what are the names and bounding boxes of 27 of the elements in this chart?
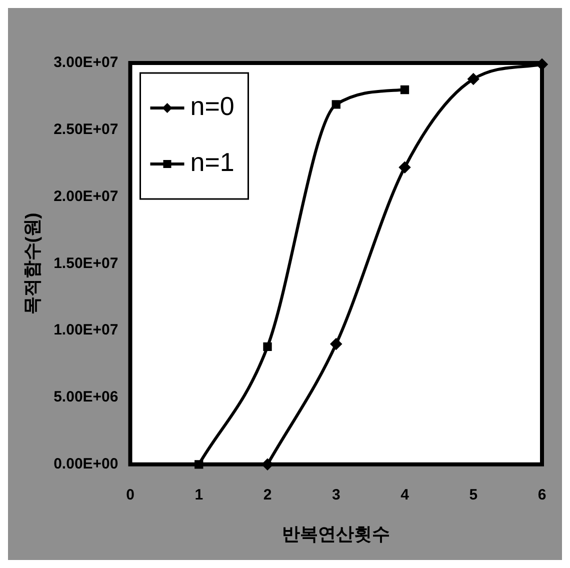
point: [400, 85, 410, 94]
legend-label: n=0: [190, 91, 234, 122]
y-axis-title: 목적함수(원): [22, 212, 42, 315]
y-tick-label: 0.00E+00: [54, 456, 118, 473]
x-tick-label: 2: [263, 486, 272, 504]
x-tick-label: 0: [126, 486, 134, 504]
x-tick-label: 5: [469, 486, 478, 504]
y-tick-label: 2.50E+07: [54, 121, 118, 138]
point: [262, 458, 273, 470]
point: [399, 162, 410, 173]
point: [330, 338, 342, 350]
point: [468, 74, 479, 85]
y-tick-label: 3.00E+07: [54, 54, 118, 72]
point: [332, 100, 340, 109]
y-tick-label: 2.00E+07: [54, 188, 118, 205]
y-tick-label: 5.00E+06: [54, 388, 118, 406]
y-tick-label: 1.00E+07: [54, 322, 118, 339]
x-tick-label: 6: [538, 486, 546, 504]
x-tick-label: 3: [332, 486, 340, 504]
x-axis-title: 반복연산횟수: [282, 524, 390, 544]
legend-label: n=1: [190, 147, 234, 178]
point: [536, 58, 548, 70]
x-tick-label: 1: [194, 486, 204, 504]
y-tick-label: 1.50E+07: [54, 254, 118, 272]
point: [194, 460, 204, 469]
x-tick-label: 4: [400, 486, 410, 504]
point: [263, 342, 272, 351]
